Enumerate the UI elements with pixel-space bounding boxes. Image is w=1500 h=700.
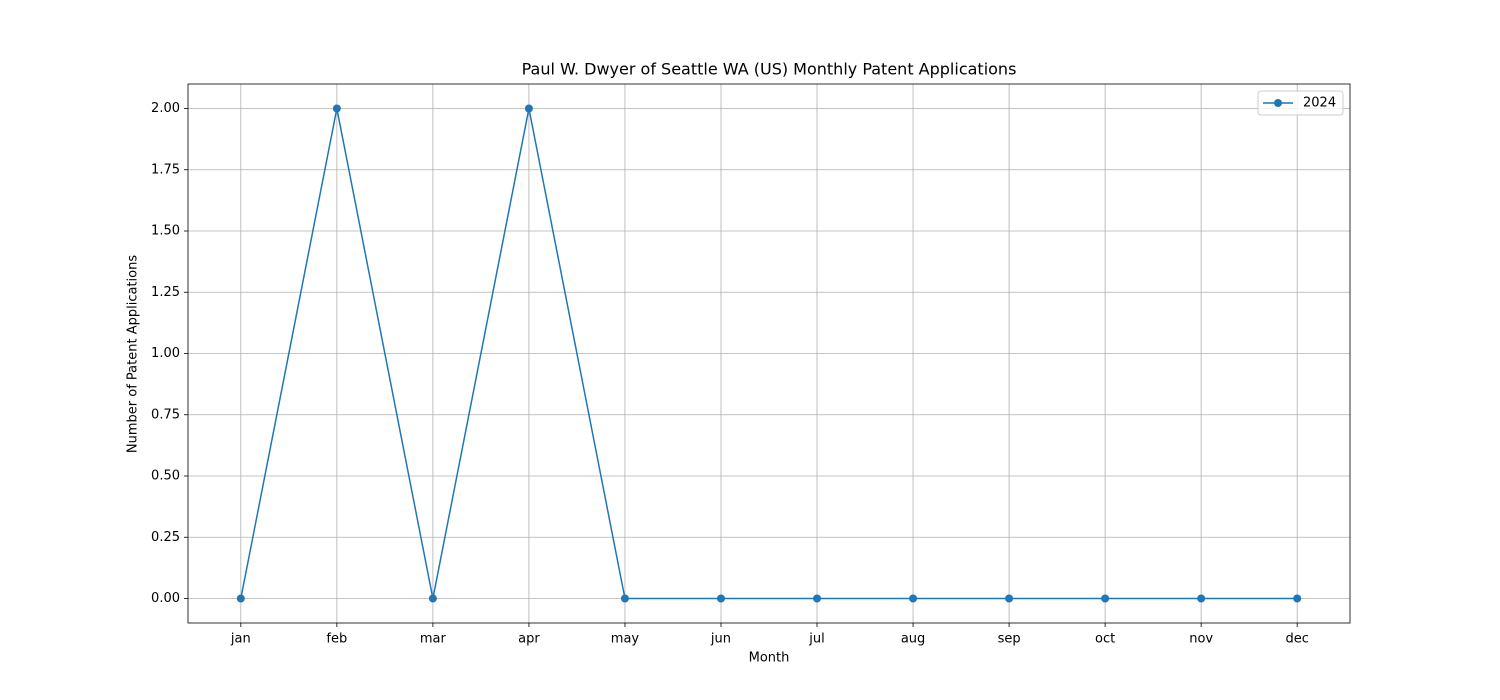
y-tick-label: 1.75 (151, 162, 180, 177)
x-tick-label: mar (420, 632, 447, 647)
x-tick-label: may (611, 632, 640, 647)
y-tick-label: 1.25 (151, 285, 180, 300)
legend-marker (1274, 99, 1282, 107)
data-point (429, 595, 437, 603)
x-tick-label: jan (230, 632, 251, 647)
x-tick-label: dec (1285, 632, 1308, 647)
x-tick-label: oct (1095, 632, 1115, 647)
x-tick-label: aug (901, 632, 925, 647)
data-point (1197, 595, 1205, 603)
data-point (1101, 595, 1109, 603)
data-point (1293, 595, 1301, 603)
x-tick-label: apr (518, 632, 540, 647)
data-point (813, 595, 821, 603)
x-tick-label: jul (808, 632, 824, 647)
data-point (237, 595, 245, 603)
data-point (1005, 595, 1013, 603)
y-axis-label: Number of Patent Applications (126, 255, 141, 453)
data-point (333, 105, 341, 113)
x-tick-label: jun (710, 632, 731, 647)
y-tick-label: 1.00 (151, 346, 180, 361)
chart-title: Paul W. Dwyer of Seattle WA (US) Monthly… (522, 60, 1017, 79)
page: {"chart_data": {"type": "line", "title":… (0, 0, 1500, 700)
data-point (909, 595, 917, 603)
y-tick-label: 2.00 (151, 101, 180, 116)
y-tick-label: 0.75 (151, 407, 180, 422)
data-point (525, 105, 533, 113)
y-tick-label: 0.25 (151, 530, 180, 545)
y-tick-label: 0.00 (151, 591, 180, 606)
data-point (717, 595, 725, 603)
x-tick-label: feb (326, 632, 347, 647)
x-axis-label: Month (749, 651, 790, 666)
chart: Paul W. Dwyer of Seattle WA (US) Monthly… (0, 0, 1500, 700)
y-tick-label: 0.50 (151, 469, 180, 484)
x-tick-label: sep (998, 632, 1021, 647)
data-point (621, 595, 629, 603)
y-tick-label: 1.50 (151, 224, 180, 239)
x-tick-label: nov (1189, 632, 1213, 647)
legend-label: 2024 (1303, 96, 1336, 111)
